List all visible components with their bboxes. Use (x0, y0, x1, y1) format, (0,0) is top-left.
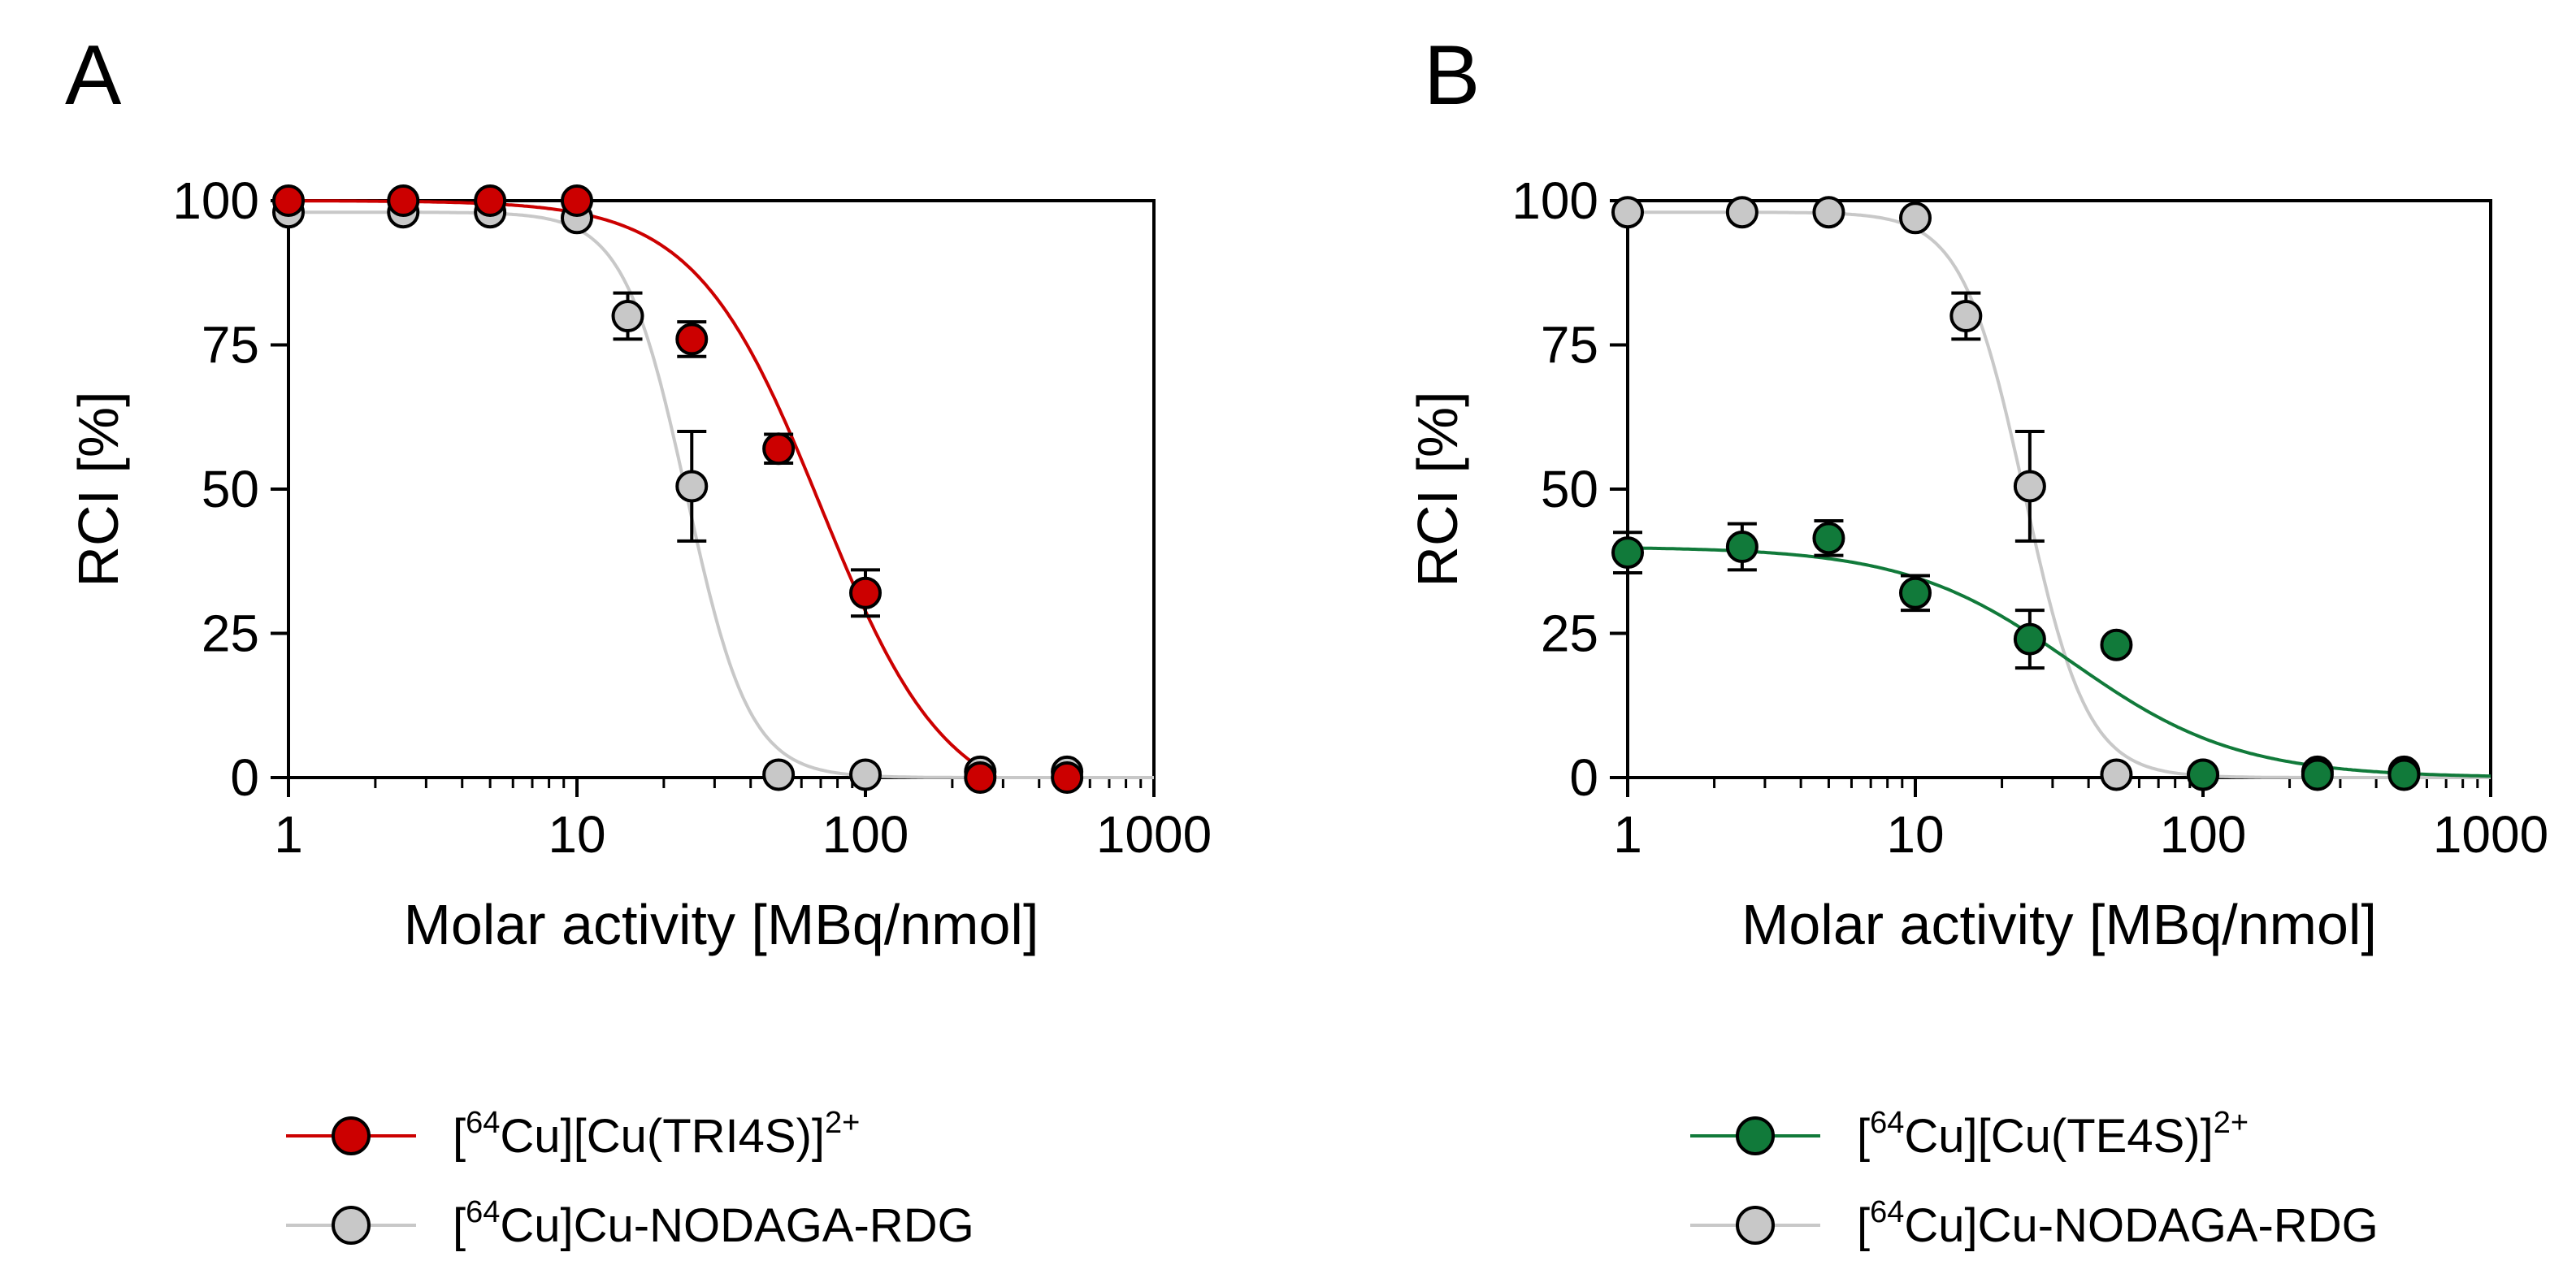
fit-curve-64cu-cu-tri4s-2 (288, 199, 997, 779)
y-tick-label: 50 (202, 460, 259, 518)
data-point (1725, 196, 1759, 229)
legend-item: [64Cu][Cu(TRI4S)]2+ (286, 1106, 860, 1163)
data-point (762, 758, 796, 791)
legend-marker (332, 1116, 371, 1155)
y-tick-label: 50 (1541, 460, 1598, 518)
data-point (2100, 758, 2133, 791)
data-point (1812, 522, 1845, 555)
plot-frame (287, 199, 1156, 779)
y-tick-label: 25 (1541, 604, 1598, 663)
y-tick-label: 0 (1569, 748, 1598, 807)
data-point (1899, 202, 1932, 235)
x-axis-title: Molar activity [MBq/nmol] (1741, 893, 2377, 956)
y-tick-label: 100 (1511, 171, 1598, 230)
data-point (675, 323, 709, 356)
x-tick-label: 1000 (2433, 805, 2548, 864)
data-point (1611, 536, 1644, 570)
legend-item: [64Cu][Cu(TE4S)]2+ (1690, 1106, 2249, 1163)
data-point (2301, 758, 2334, 791)
x-tick-label: 1 (1613, 805, 1642, 864)
y-axis-title: RCI [%] (67, 391, 130, 587)
data-point (474, 184, 507, 217)
x-tick-label: 1000 (1096, 805, 1212, 864)
data-point (1812, 196, 1845, 229)
data-point (849, 576, 882, 609)
data-point (2387, 758, 2421, 791)
data-point (611, 300, 644, 332)
y-tick-label: 100 (172, 171, 259, 230)
legend-marker (1736, 1206, 1775, 1245)
data-point (1949, 300, 1983, 332)
data-point (1051, 761, 1084, 794)
x-tick-label: 100 (2160, 805, 2247, 864)
data-point (2013, 470, 2046, 503)
panel-letter: B (1424, 28, 1480, 123)
legend-label: [64Cu]Cu-NODAGA-RDG (453, 1195, 974, 1252)
data-point (675, 470, 709, 503)
data-point (561, 184, 593, 217)
data-point (2013, 622, 2046, 656)
data-point (1725, 531, 1759, 563)
legend-item: [64Cu]Cu-NODAGA-RDG (1690, 1195, 2379, 1252)
fit-curve-64cu-cu-te4s-2 (1628, 546, 2491, 778)
panel-letter: A (65, 28, 122, 123)
data-point (2100, 628, 2133, 661)
fit-curve-64cu-cu-nodaga-rdg (288, 210, 1154, 779)
data-point (272, 184, 305, 217)
legend-item: [64Cu]Cu-NODAGA-RDG (286, 1195, 974, 1252)
data-point (1611, 196, 1644, 229)
legend-b: [64Cu][Cu(TE4S)]2+ [64Cu]Cu-NODAGA-RDG (1690, 1106, 2379, 1252)
legend-label: [64Cu][Cu(TRI4S)]2+ (453, 1106, 860, 1163)
legend-marker (1736, 1116, 1775, 1155)
panel-b: B 0 25 50 75 100 1 10 100 1000 Molar activity [MBq… (1406, 28, 2548, 956)
y-tick-label: 75 (1541, 316, 1598, 375)
data-point (849, 758, 882, 791)
y-tick-label: 0 (230, 748, 259, 807)
legend-label: [64Cu]Cu-NODAGA-RDG (1857, 1195, 2379, 1252)
data-point (387, 184, 420, 217)
data-point (762, 432, 796, 466)
plot-frame (1626, 199, 2492, 779)
y-tick-label: 25 (202, 604, 259, 663)
legend-label: [64Cu][Cu(TE4S)]2+ (1857, 1106, 2249, 1163)
x-axis-title: Molar activity [MBq/nmol] (404, 893, 1039, 956)
y-axis-title: RCI [%] (1406, 391, 1469, 587)
x-tick-label: 10 (548, 805, 605, 864)
data-point (2187, 758, 2219, 791)
data-point (1899, 576, 1932, 609)
x-tick-label: 10 (1886, 805, 1944, 864)
y-tick-label: 75 (202, 316, 259, 375)
x-tick-label: 1 (274, 805, 303, 864)
legend-a: [64Cu][Cu(TRI4S)]2+ [64Cu]Cu-NODAGA-RDG (286, 1106, 974, 1252)
panel-a: A 0 25 50 75 100 1 10 100 1000 Molar activity [MBq… (65, 28, 1212, 956)
fit-curve-64cu-cu-nodaga-rdg (1628, 210, 2491, 779)
legend-marker (332, 1206, 371, 1245)
data-point (964, 761, 997, 794)
x-tick-label: 100 (822, 805, 909, 864)
